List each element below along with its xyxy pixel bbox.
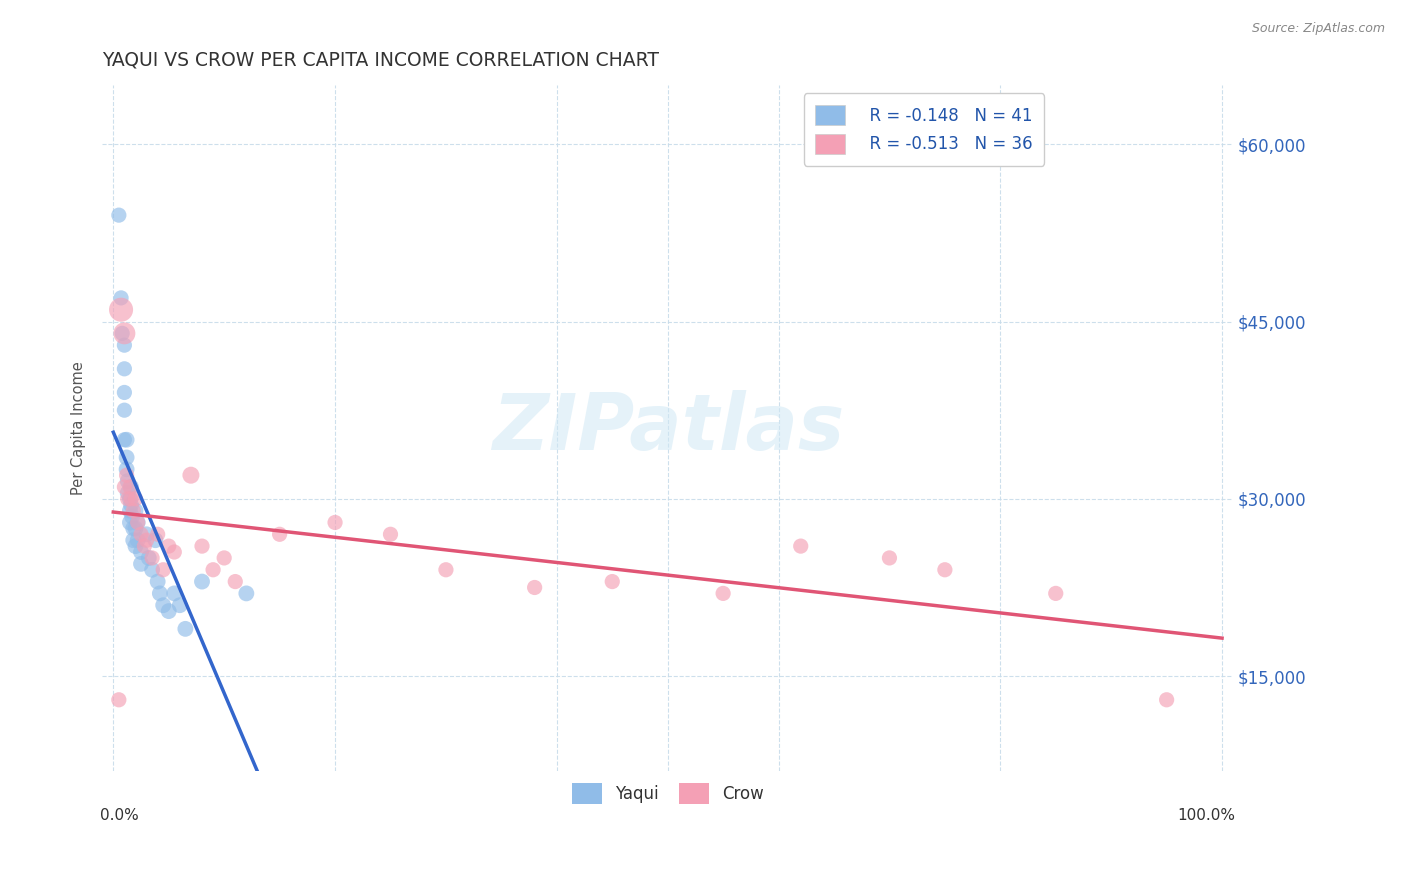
Point xyxy=(191,539,214,553)
Point xyxy=(129,557,152,571)
Point xyxy=(112,361,135,376)
Point xyxy=(711,586,734,600)
Point xyxy=(163,545,186,559)
Point xyxy=(934,563,956,577)
Point xyxy=(138,550,160,565)
Point xyxy=(120,480,142,494)
Point xyxy=(115,433,138,447)
Point xyxy=(122,521,145,535)
Text: 100.0%: 100.0% xyxy=(1177,808,1236,823)
Text: Source: ZipAtlas.com: Source: ZipAtlas.com xyxy=(1251,22,1385,36)
Point xyxy=(202,563,225,577)
Point xyxy=(180,468,202,483)
Text: ZIPatlas: ZIPatlas xyxy=(492,390,844,466)
Point xyxy=(1045,586,1067,600)
Point xyxy=(191,574,214,589)
Point xyxy=(124,539,146,553)
Point xyxy=(117,491,139,506)
Point xyxy=(169,598,191,612)
Point xyxy=(124,521,146,535)
Point xyxy=(120,498,142,512)
Point xyxy=(129,527,152,541)
Point xyxy=(118,491,141,506)
Point xyxy=(118,516,141,530)
Point xyxy=(115,450,138,465)
Point xyxy=(115,468,138,483)
Point xyxy=(118,503,141,517)
Point xyxy=(224,574,246,589)
Point xyxy=(174,622,197,636)
Point xyxy=(135,527,157,541)
Point xyxy=(127,516,149,530)
Point xyxy=(146,527,169,541)
Point xyxy=(1156,693,1178,707)
Point xyxy=(112,326,135,341)
Point xyxy=(127,516,149,530)
Point xyxy=(127,533,149,548)
Point xyxy=(163,586,186,600)
Point xyxy=(323,516,346,530)
Point xyxy=(121,509,143,524)
Point xyxy=(117,474,139,488)
Point xyxy=(122,503,145,517)
Point xyxy=(115,462,138,476)
Point xyxy=(141,563,163,577)
Point xyxy=(135,533,157,548)
Point xyxy=(434,563,457,577)
Y-axis label: Per Capita Income: Per Capita Income xyxy=(72,361,86,495)
Point xyxy=(879,550,901,565)
Point xyxy=(112,403,135,417)
Text: YAQUI VS CROW PER CAPITA INCOME CORRELATION CHART: YAQUI VS CROW PER CAPITA INCOME CORRELAT… xyxy=(103,51,659,70)
Point xyxy=(157,604,180,618)
Point xyxy=(380,527,402,541)
Point xyxy=(112,385,135,400)
Legend: Yaqui, Crow: Yaqui, Crow xyxy=(565,777,770,810)
Point xyxy=(117,486,139,500)
Point xyxy=(111,326,134,341)
Point xyxy=(110,291,132,305)
Point xyxy=(235,586,257,600)
Point xyxy=(118,480,141,494)
Point xyxy=(108,693,131,707)
Point xyxy=(152,598,174,612)
Point xyxy=(122,533,145,548)
Point xyxy=(112,480,135,494)
Point xyxy=(157,539,180,553)
Point xyxy=(129,545,152,559)
Point xyxy=(145,533,167,548)
Point xyxy=(141,550,163,565)
Point xyxy=(134,539,156,553)
Point xyxy=(110,302,132,317)
Point xyxy=(790,539,813,553)
Point xyxy=(523,581,546,595)
Point xyxy=(120,491,142,506)
Point xyxy=(149,586,172,600)
Point xyxy=(112,338,135,352)
Point xyxy=(124,491,146,506)
Text: 0.0%: 0.0% xyxy=(100,808,139,823)
Point xyxy=(152,563,174,577)
Point xyxy=(600,574,623,589)
Point xyxy=(112,433,135,447)
Point xyxy=(269,527,291,541)
Point xyxy=(108,208,131,222)
Point xyxy=(212,550,235,565)
Point xyxy=(146,574,169,589)
Point xyxy=(124,503,146,517)
